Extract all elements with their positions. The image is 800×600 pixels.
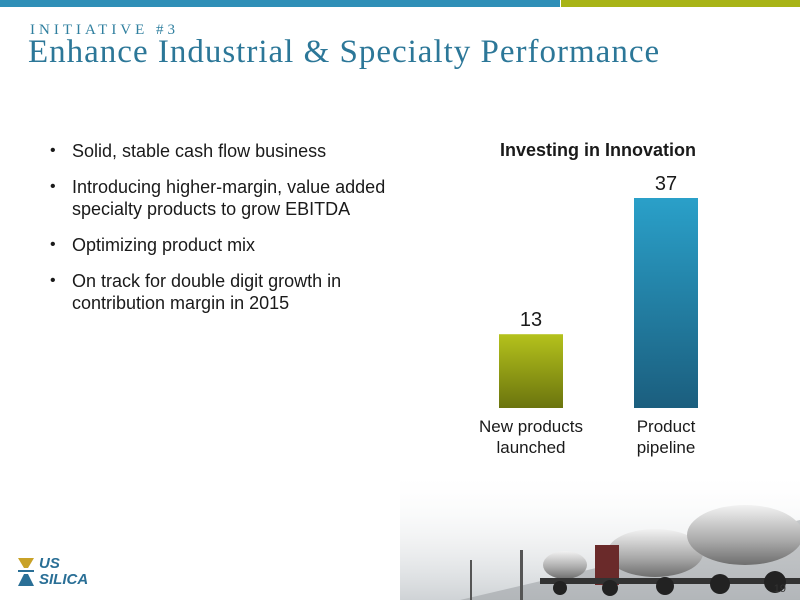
bullet-item: • Introducing higher-margin, value added … [48,176,388,220]
category-label: New products [479,417,583,436]
chart-plot: 13 New products launched 37 Product pipeline [479,173,698,457]
category-label: launched [496,438,565,457]
bullet-text: Solid, stable cash flow business [72,141,327,161]
top-accent-blue [0,0,560,7]
category-label: pipeline [637,438,696,457]
page-number: 19 [773,583,786,595]
logo-wordmark-top: US [39,555,60,572]
bullet-list: • Solid, stable cash flow business • Intro… [48,140,388,328]
logo-wordmark-bottom: SILICA [39,571,89,588]
bullet-text: On track for double digit growth in cont… [72,271,342,313]
top-accent-bar [0,0,800,7]
slide-title: Enhance Industrial & Specialty Performan… [28,34,661,70]
bullet-dot-icon: • [50,178,56,195]
initiative-kicker: INITIATIVE #3 [30,22,180,38]
bullet-dot-icon: • [50,272,56,289]
bullet-item: • Solid, stable cash flow business [48,140,388,162]
bullet-dot-icon: • [50,236,56,253]
truck-scene-image [400,470,800,600]
bar-2 [634,198,698,408]
bullet-item: • On track for double digit growth in con… [48,270,388,314]
category-label: Product [637,417,696,436]
bullet-dot-icon: • [50,142,56,159]
bar-value-label: 37 [655,173,677,195]
bar-value-label: 13 [520,309,542,331]
us-silica-logo [18,558,34,586]
top-accent-green [561,0,800,7]
bullet-item: • Optimizing product mix [48,234,388,256]
bar-1 [499,334,563,408]
bullet-text: Introducing higher-margin, value added s… [72,177,386,219]
chart-title: Investing in Innovation [499,140,696,160]
innovation-chart: Investing in Innovation 13 New products la… [460,135,740,475]
bullet-text: Optimizing product mix [72,235,256,255]
